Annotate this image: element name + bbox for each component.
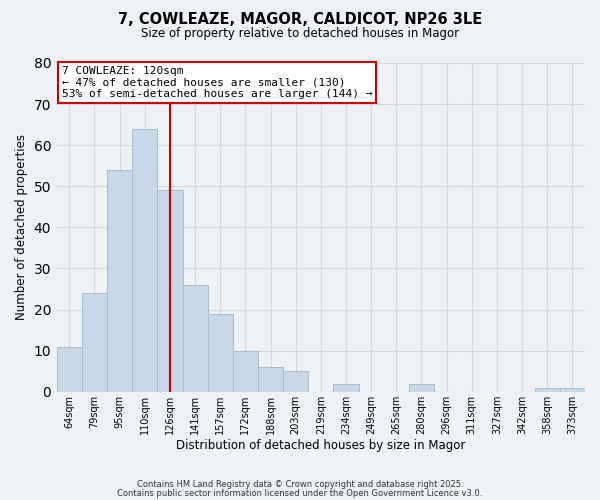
Bar: [560, 388, 585, 392]
Bar: [182, 285, 208, 392]
Text: Size of property relative to detached houses in Magor: Size of property relative to detached ho…: [141, 28, 459, 40]
X-axis label: Distribution of detached houses by size in Magor: Distribution of detached houses by size …: [176, 440, 466, 452]
Text: 7 COWLEAZE: 120sqm
← 47% of detached houses are smaller (130)
53% of semi-detach: 7 COWLEAZE: 120sqm ← 47% of detached hou…: [62, 66, 373, 100]
Bar: [132, 129, 157, 392]
Bar: [258, 367, 283, 392]
Bar: [233, 350, 258, 392]
Text: 7, COWLEAZE, MAGOR, CALDICOT, NP26 3LE: 7, COWLEAZE, MAGOR, CALDICOT, NP26 3LE: [118, 12, 482, 28]
Text: Contains public sector information licensed under the Open Government Licence v3: Contains public sector information licen…: [118, 489, 482, 498]
Bar: [208, 314, 233, 392]
Bar: [409, 384, 434, 392]
Bar: [57, 346, 82, 392]
Bar: [157, 190, 182, 392]
Bar: [82, 293, 107, 392]
Bar: [535, 388, 560, 392]
Bar: [283, 371, 308, 392]
Bar: [107, 170, 132, 392]
Bar: [334, 384, 359, 392]
Y-axis label: Number of detached properties: Number of detached properties: [15, 134, 28, 320]
Text: Contains HM Land Registry data © Crown copyright and database right 2025.: Contains HM Land Registry data © Crown c…: [137, 480, 463, 489]
